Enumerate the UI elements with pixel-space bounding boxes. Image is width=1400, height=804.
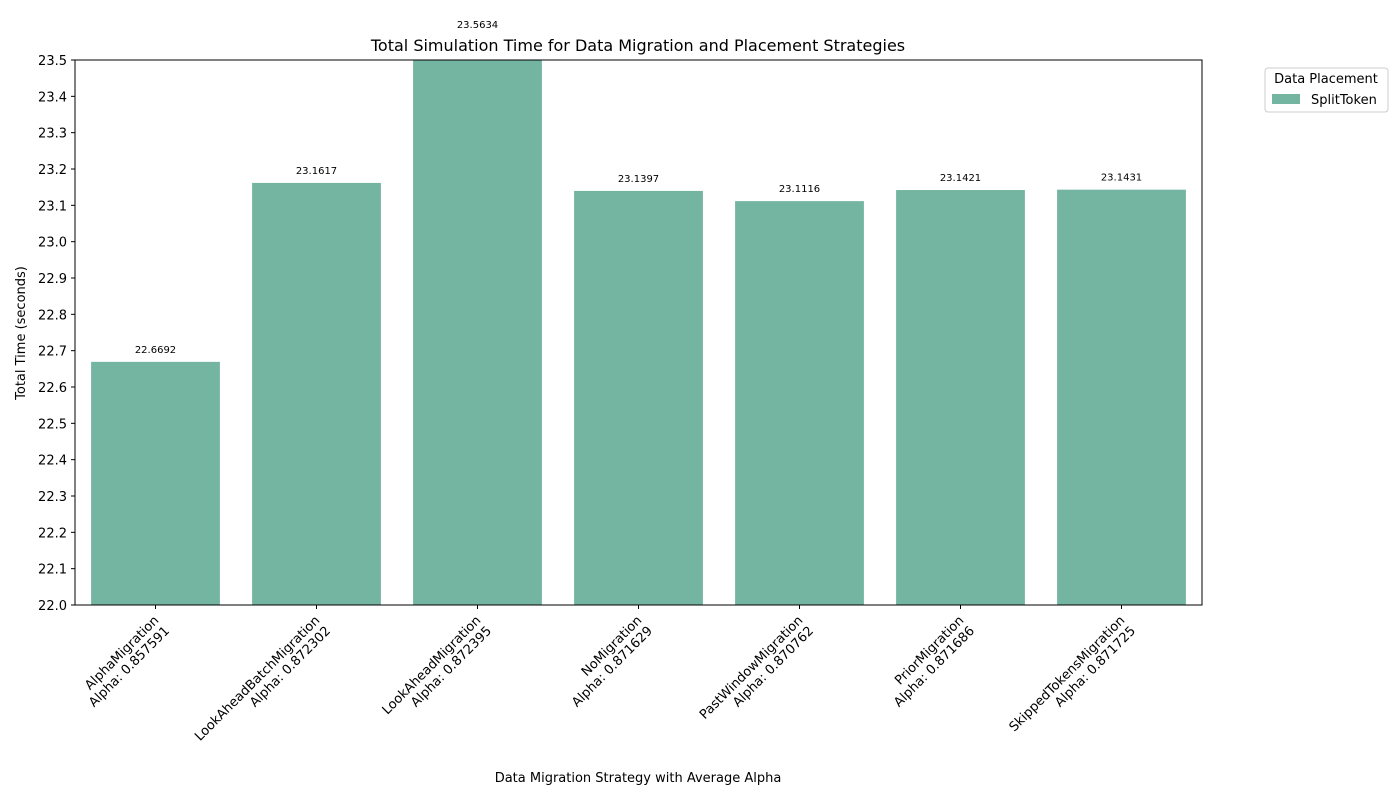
y-tick-label: 23.1 bbox=[38, 199, 67, 214]
chart-title: Total Simulation Time for Data Migration… bbox=[370, 36, 905, 55]
data-label: 23.1397 bbox=[618, 174, 659, 185]
y-tick-label: 22.8 bbox=[38, 308, 67, 323]
x-tick-label: PastWindowMigrationAlpha: 0.870762 bbox=[697, 613, 817, 733]
data-label: 22.6692 bbox=[135, 345, 176, 356]
bar bbox=[735, 201, 864, 606]
y-tick-label: 23.3 bbox=[38, 127, 67, 142]
data-label: 23.1431 bbox=[1101, 173, 1142, 184]
legend-title: Data Placement bbox=[1274, 72, 1378, 87]
legend-swatch bbox=[1272, 94, 1300, 104]
bar bbox=[896, 190, 1025, 606]
bar bbox=[91, 361, 220, 605]
x-tick-label-line: LookAheadBatchMigration bbox=[192, 613, 323, 744]
y-tick-label: 23.0 bbox=[38, 236, 67, 251]
x-tick-label: LookAheadMigrationAlpha: 0.872395 bbox=[380, 613, 495, 728]
y-tick-label: 23.2 bbox=[38, 163, 67, 178]
bars-layer bbox=[91, 60, 1186, 606]
y-tick-label: 22.4 bbox=[38, 454, 67, 469]
y-axis: 22.0 22.1 22.2 22.3 22.4 22.5 22.6 22.7 22.8 22.9… bbox=[38, 54, 75, 614]
y-tick-label: 22.3 bbox=[38, 490, 67, 505]
y-tick-label: 22.7 bbox=[38, 345, 67, 360]
y-axis-label: Total Time (seconds) bbox=[14, 266, 29, 401]
y-tick-label: 22.9 bbox=[38, 272, 67, 287]
legend-entry-label: SplitToken bbox=[1311, 93, 1377, 108]
bar bbox=[574, 190, 703, 605]
y-tick-label: 22.6 bbox=[38, 381, 67, 396]
y-tick-label: 22.0 bbox=[38, 599, 67, 614]
data-label: 23.1617 bbox=[296, 166, 337, 177]
data-label: 23.1421 bbox=[940, 173, 981, 184]
x-tick-label-line: LookAheadMigration bbox=[380, 613, 485, 718]
x-tick-label: AlphaMigrationAlpha: 0.857591 bbox=[76, 613, 173, 710]
y-tick-label: 23.4 bbox=[38, 90, 67, 105]
data-labels-layer: 22.6692 23.1617 23.5634 23.1397 23.1116 23.14… bbox=[135, 20, 1142, 356]
bar bbox=[252, 182, 381, 606]
x-axis-label: Data Migration Strategy with Average Alp… bbox=[495, 771, 782, 786]
x-tick-label: PriorMigrationAlpha: 0.871686 bbox=[881, 613, 978, 710]
y-tick-label: 22.5 bbox=[38, 417, 67, 432]
bar bbox=[1057, 189, 1186, 606]
y-tick-label: 23.5 bbox=[38, 54, 67, 69]
x-tick-label: SkippedTokensMigrationAlpha: 0.871725 bbox=[1007, 613, 1139, 745]
data-label: 23.5634 bbox=[457, 20, 498, 31]
x-tick-label: NoMigrationAlpha: 0.871629 bbox=[559, 613, 656, 710]
x-tick-label-line: PastWindowMigration bbox=[697, 613, 806, 722]
x-tick-label: LookAheadBatchMigrationAlpha: 0.872302 bbox=[192, 613, 334, 755]
x-tick-label-line: SkippedTokensMigration bbox=[1007, 613, 1129, 735]
y-tick-label: 22.1 bbox=[38, 563, 67, 578]
bar bbox=[413, 60, 542, 605]
legend: Data Placement SplitToken bbox=[1264, 67, 1389, 113]
data-label: 23.1116 bbox=[779, 184, 820, 195]
x-axis: AlphaMigrationAlpha: 0.857591 LookAheadBa… bbox=[76, 605, 1139, 755]
y-tick-label: 22.2 bbox=[38, 526, 67, 541]
